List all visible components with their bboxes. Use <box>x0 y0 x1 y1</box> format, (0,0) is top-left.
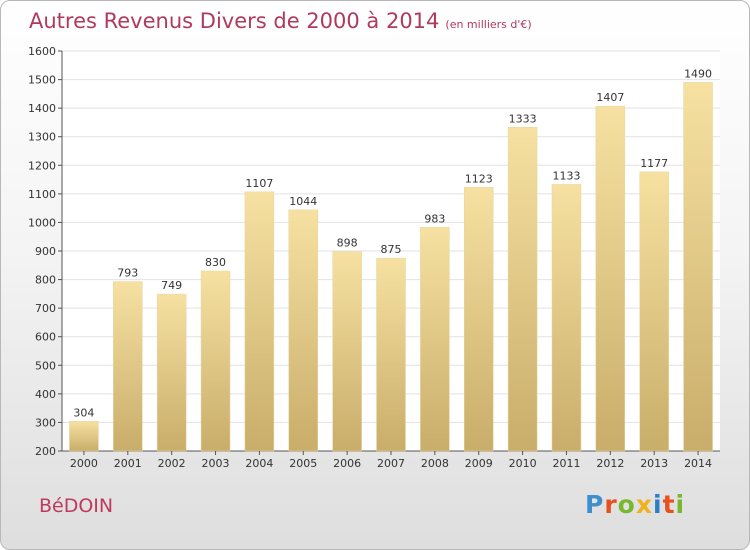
data-label-2001: 793 <box>117 267 138 280</box>
x-tick-label-2008: 2008 <box>421 457 449 470</box>
logo-letter: r <box>604 490 618 519</box>
place-name: BéDOIN <box>39 495 114 517</box>
bar-2014 <box>683 82 713 452</box>
logo-letter: o <box>617 490 636 519</box>
x-tick-label-2001: 2001 <box>114 457 142 470</box>
bar-2009 <box>464 187 494 452</box>
logo-letter: P <box>585 490 605 519</box>
unit-note: (en milliers d'€) <box>445 18 532 31</box>
x-tick-label-2009: 2009 <box>465 457 493 470</box>
data-label-2000: 304 <box>73 406 94 419</box>
bar-2006 <box>332 251 362 452</box>
y-tick-label: 600 <box>35 331 56 344</box>
data-label-2008: 983 <box>424 212 445 225</box>
bar-2011 <box>551 184 582 452</box>
x-tick-label-2003: 2003 <box>202 457 230 470</box>
y-tick-label: 1500 <box>28 74 56 87</box>
logo-letter: t <box>662 490 676 519</box>
y-tick-label: 400 <box>35 388 56 401</box>
data-label-2009: 1123 <box>465 172 493 185</box>
logo-letter: x <box>635 490 653 519</box>
y-tick-label: 1300 <box>28 131 56 144</box>
y-tick-label: 1000 <box>28 216 56 229</box>
x-tick-label-2014: 2014 <box>684 457 712 470</box>
x-tick-label-2012: 2012 <box>596 457 624 470</box>
x-tick-label-2010: 2010 <box>509 457 537 470</box>
y-tick-label: 1600 <box>28 45 56 58</box>
bar-2003 <box>200 270 231 452</box>
bar-2001 <box>113 281 143 452</box>
y-tick-label: 700 <box>35 302 56 315</box>
data-label-2011: 1133 <box>552 169 580 182</box>
logo-letter: i <box>675 490 686 519</box>
data-label-2005: 1044 <box>289 195 317 208</box>
x-tick-label-2005: 2005 <box>289 457 317 470</box>
data-label-2004: 1107 <box>245 177 273 190</box>
x-tick-label-2002: 2002 <box>158 457 186 470</box>
bar-2010 <box>507 127 538 452</box>
y-tick-label: 1100 <box>28 188 56 201</box>
bar-2004 <box>244 191 275 452</box>
bar-2002 <box>156 293 187 452</box>
data-label-2010: 1333 <box>509 112 537 125</box>
y-tick-label: 300 <box>35 416 56 429</box>
chart-title: Autres Revenus Divers de 2000 à 2014 (en … <box>29 9 532 33</box>
x-tick-label-2004: 2004 <box>245 457 273 470</box>
data-label-2003: 830 <box>205 256 226 269</box>
y-tick-label: 800 <box>35 274 56 287</box>
x-tick-label-2011: 2011 <box>552 457 580 470</box>
proxiti-logo: Proxiti <box>585 490 685 519</box>
x-tick-label-2007: 2007 <box>377 457 405 470</box>
y-tick-label: 500 <box>35 359 56 372</box>
y-tick-label: 1200 <box>28 159 56 172</box>
title-text: Autres Revenus Divers de 2000 à 2014 <box>29 9 440 33</box>
bar-2012 <box>595 105 626 452</box>
data-label-2002: 749 <box>161 279 182 292</box>
data-label-2014: 1490 <box>684 67 712 80</box>
x-tick-label-2013: 2013 <box>640 457 668 470</box>
bar-2008 <box>420 227 450 452</box>
y-tick-label: 900 <box>35 245 56 258</box>
bar-2007 <box>376 257 406 452</box>
data-label-2012: 1407 <box>596 91 624 104</box>
y-tick-label: 1400 <box>28 102 56 115</box>
y-tick-label: 200 <box>35 445 56 458</box>
bar-2013 <box>639 171 669 452</box>
bar-2000 <box>69 421 99 452</box>
x-tick-label-2000: 2000 <box>70 457 98 470</box>
bar-2005 <box>288 209 318 452</box>
data-label-2013: 1177 <box>640 157 668 170</box>
data-label-2006: 898 <box>337 237 358 250</box>
x-tick-label-2006: 2006 <box>333 457 361 470</box>
data-label-2007: 875 <box>381 243 402 256</box>
logo-letter: i <box>653 490 663 519</box>
